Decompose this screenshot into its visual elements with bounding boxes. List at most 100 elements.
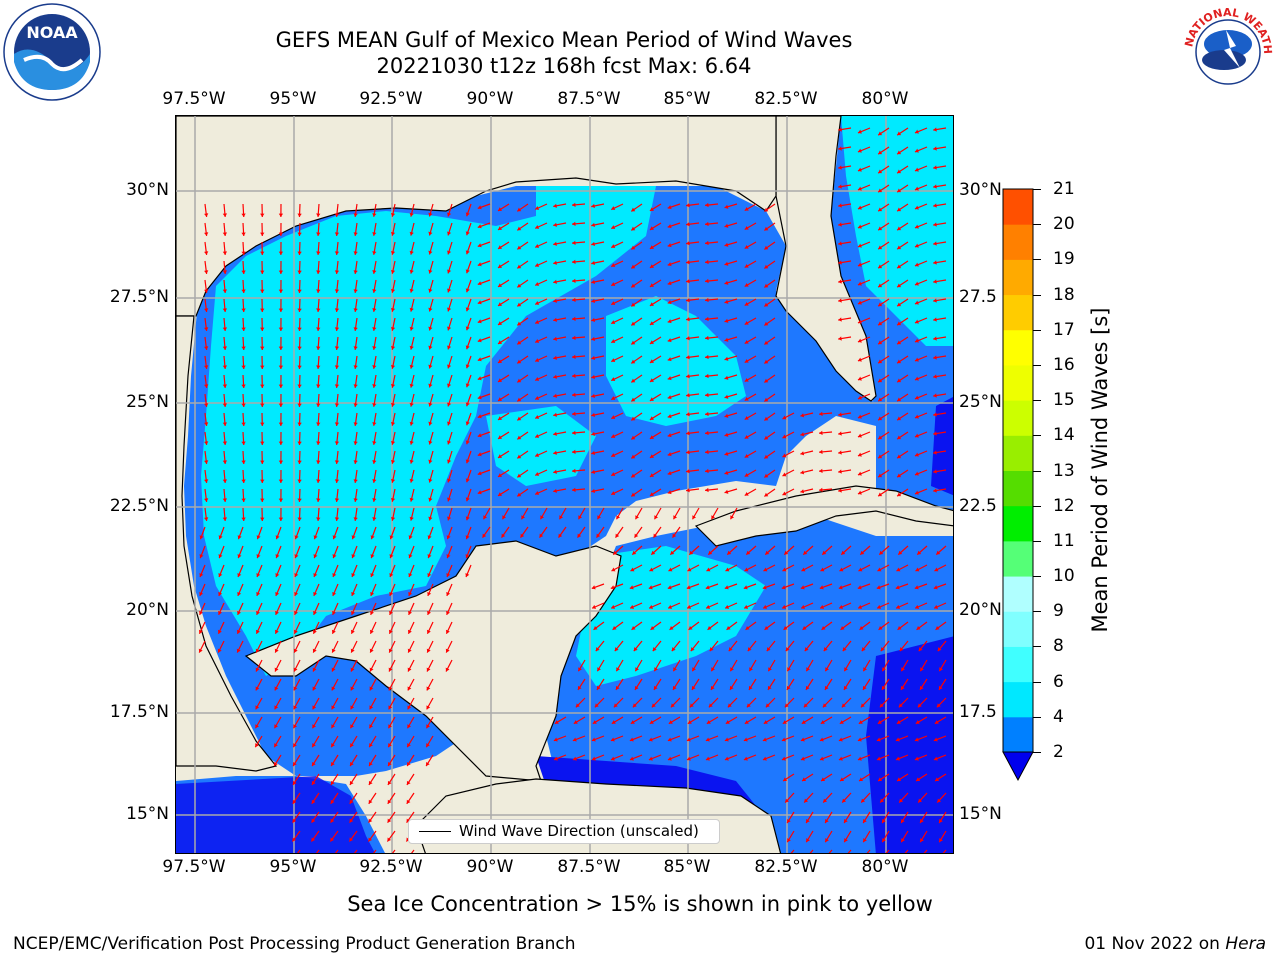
wave-direction-arrow [897, 545, 909, 556]
wave-direction-arrow [516, 222, 529, 231]
wave-direction-arrow [520, 526, 529, 538]
wave-direction-arrow [428, 336, 434, 350]
lon-label-bottom: 95°W [269, 857, 317, 877]
wave-direction-arrow [571, 487, 586, 492]
chart-title: GEFS MEAN Gulf of Mexico Mean Period of … [275, 28, 853, 52]
wave-direction-arrow [935, 545, 947, 556]
wave-direction-arrow [199, 526, 206, 540]
wave-direction-arrow [649, 374, 662, 383]
wave-direction-arrow [933, 317, 947, 322]
wave-direction-arrow [577, 678, 586, 691]
wave-direction-arrow [744, 279, 757, 288]
wave-direction-arrow [477, 450, 491, 457]
wave-direction-arrow [571, 259, 586, 264]
lon-label-top: 85°W [663, 89, 711, 109]
wave-direction-arrow [914, 317, 928, 324]
wave-direction-arrow [534, 450, 548, 457]
wave-direction-arrow [278, 260, 284, 275]
wave-direction-arrow [938, 811, 947, 824]
wave-direction-arrow [667, 241, 681, 248]
graticule [176, 116, 953, 853]
wave-direction-arrow [465, 355, 472, 369]
wave-direction-arrow [516, 469, 529, 478]
lat-label-right: 30°N [959, 180, 1002, 200]
wave-direction-arrow [612, 545, 624, 556]
wave-direction-arrow [914, 393, 928, 400]
wave-direction-arrow [465, 222, 472, 236]
wave-direction-arrow [409, 450, 415, 464]
wave-direction-arrow [447, 450, 453, 464]
wave-direction-arrow [260, 317, 265, 332]
wave-direction-arrow [764, 545, 776, 556]
wave-direction-arrow [368, 735, 377, 748]
wave-direction-arrow [610, 374, 624, 382]
wave-direction-arrow [862, 811, 871, 824]
wave-direction-arrow [705, 240, 719, 246]
wave-direction-arrow [724, 412, 738, 418]
wave-direction-arrow [630, 412, 643, 421]
wave-direction-arrow [334, 317, 340, 331]
wave-direction-arrow [763, 374, 776, 383]
wave-direction-arrow [447, 241, 453, 255]
wave-direction-arrow [686, 260, 700, 265]
wave-direction-arrow [409, 298, 415, 312]
wave-direction-arrow [819, 735, 833, 742]
wave-direction-arrow [465, 488, 472, 502]
wave-direction-arrow [610, 754, 624, 761]
wave-direction-arrow [204, 260, 209, 274]
wave-direction-arrow [763, 222, 776, 231]
wave-direction-arrow [406, 792, 415, 805]
wave-direction-arrow [667, 279, 681, 286]
wave-direction-arrow [914, 469, 928, 476]
wave-direction-arrow [838, 602, 852, 609]
wave-direction-arrow [367, 830, 377, 842]
wave-direction-arrow [447, 431, 453, 445]
wave-direction-arrow [204, 298, 209, 312]
wave-direction-arrow [707, 545, 719, 556]
wave-direction-arrow [686, 222, 700, 227]
wave-direction-arrow [390, 412, 396, 426]
wave-direction-arrow [313, 545, 320, 559]
wave-direction-arrow [222, 355, 228, 370]
wave-direction-arrow [744, 203, 757, 212]
wave-direction-arrow [877, 374, 890, 383]
wave-direction-arrow [534, 260, 548, 267]
wave-direction-arrow [705, 221, 719, 227]
colorbar-tick-mark [1033, 505, 1041, 507]
wave-direction-arrow [634, 526, 643, 538]
wave-direction-arrow [857, 355, 871, 362]
wave-direction-arrow [881, 830, 890, 843]
wave-direction-arrow [387, 811, 396, 824]
wave-direction-arrow [629, 754, 643, 761]
wave-direction-arrow [353, 450, 358, 464]
wave-direction-arrow [838, 754, 852, 761]
wave-direction-arrow [427, 545, 434, 559]
wave-direction-arrow [297, 317, 302, 332]
wave-direction-arrow [843, 830, 852, 843]
wave-direction-arrow [278, 336, 284, 351]
wave-direction-arrow [766, 640, 776, 652]
wave-direction-arrow [409, 469, 415, 483]
wave-direction-arrow [349, 716, 358, 729]
wave-direction-arrow [594, 697, 605, 708]
wave-direction-arrow [311, 773, 320, 786]
wave-direction-arrow [705, 468, 719, 474]
wave-direction-arrow [933, 431, 947, 436]
wave-direction-arrow [822, 792, 833, 803]
wave-direction-arrow [879, 697, 890, 708]
wave-direction-arrow [331, 697, 339, 710]
colorbar-segment [1003, 329, 1033, 366]
wave-direction-arrow [241, 431, 246, 446]
wave-direction-arrow [591, 203, 605, 209]
wave-direction-arrow [316, 279, 321, 294]
wave-direction-arrow [534, 431, 548, 438]
wave-direction-arrow [649, 355, 662, 364]
wave-direction-arrow [297, 355, 302, 370]
wave-direction-arrow [650, 621, 662, 631]
colorbar-tick-label: 18 [1053, 284, 1075, 305]
wave-direction-arrow [857, 203, 871, 210]
wave-direction-arrow [652, 640, 662, 652]
wave-direction-arrow [477, 393, 491, 400]
wave-direction-arrow [465, 526, 472, 540]
wave-direction-arrow [292, 773, 301, 786]
